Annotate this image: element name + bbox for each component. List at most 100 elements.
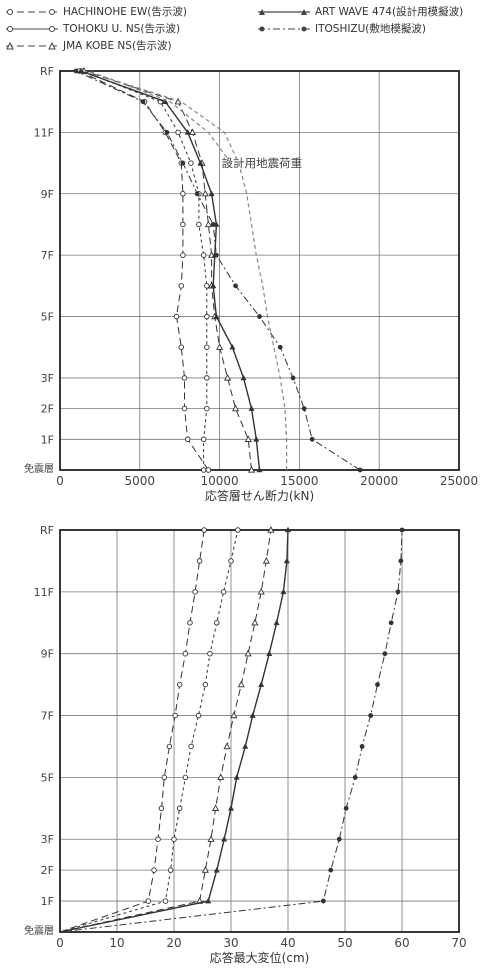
plot-frame <box>59 529 460 933</box>
x-tick-label: 25000 <box>440 474 478 488</box>
data-point <box>213 313 220 319</box>
data-point <box>188 743 194 750</box>
legend-item-tohoku: TOHOKU U. NS(告示波) <box>4 21 180 36</box>
data-point <box>204 405 210 412</box>
data-point <box>182 650 189 657</box>
data-point <box>182 774 189 781</box>
data-point <box>283 557 290 564</box>
data-point <box>204 283 210 289</box>
annotation: 設計用地震荷重 <box>222 156 303 170</box>
floor-label: 7F <box>41 249 54 262</box>
floor-label: 1F <box>41 895 54 908</box>
data-point <box>368 713 374 718</box>
data-point <box>180 221 186 228</box>
x-tick-label: 10 <box>109 936 124 950</box>
series-line <box>59 529 205 933</box>
data-point <box>257 314 262 319</box>
data-point <box>166 743 173 750</box>
shear-force-chart: 0 5000 10000 15000 20000 25000 免震層 1F 2F 3F 5F 7F 9F… <box>24 65 478 503</box>
series-line <box>75 70 361 471</box>
data-point <box>388 620 394 626</box>
data-point <box>280 588 287 595</box>
x-tick-label: 10000 <box>201 474 239 488</box>
series-line <box>59 529 272 933</box>
series-line <box>83 70 252 471</box>
data-point <box>343 805 349 811</box>
data-point <box>233 283 238 289</box>
data-point <box>202 681 209 688</box>
data-point <box>195 712 202 719</box>
data-point <box>208 190 215 197</box>
data-point <box>178 283 185 289</box>
data-point <box>201 189 209 197</box>
data-point <box>232 404 240 412</box>
x-tick-label: 0 <box>56 474 64 488</box>
data-point <box>395 589 401 595</box>
data-point <box>184 129 191 135</box>
data-point <box>230 711 238 719</box>
floor-label: RF <box>40 524 54 537</box>
data-point <box>249 712 256 718</box>
data-point <box>204 220 212 228</box>
data-point <box>145 898 152 904</box>
data-point <box>200 252 207 258</box>
data-point <box>309 436 315 442</box>
plot-frame <box>59 70 460 471</box>
floor-label: 2F <box>41 403 54 416</box>
data-point <box>164 129 170 135</box>
data-point <box>194 191 200 197</box>
data-point <box>181 405 188 412</box>
displacement-chart: 0 10 20 30 40 50 60 70 免震層 1F 2F 3F 5F 7F 9F 11F RF 応答最大変… <box>24 524 467 965</box>
data-point <box>285 526 291 533</box>
legend-label: ITOSHIZU(敷地模擬波) <box>315 23 427 35</box>
floor-label: 9F <box>41 188 54 201</box>
data-point <box>158 805 165 812</box>
series-line <box>78 70 209 471</box>
data-point <box>204 313 210 320</box>
floor-label: 5F <box>41 311 54 324</box>
legend-label: JMA KOBE NS(告示波) <box>63 40 172 52</box>
data-point <box>196 558 203 564</box>
data-point <box>176 681 183 688</box>
data-point <box>176 805 183 812</box>
data-point <box>251 618 259 626</box>
data-point <box>257 587 265 595</box>
data-point <box>336 836 342 842</box>
legend-item-hachinohe: HACHINOHE EW(告示波) <box>4 4 187 19</box>
floor-label: RF <box>40 65 54 78</box>
design-load-line <box>85 70 288 470</box>
data-point <box>161 774 168 781</box>
data-point <box>213 620 220 626</box>
data-point <box>151 867 157 873</box>
data-point <box>180 191 186 197</box>
data-point <box>223 742 231 750</box>
floor-label: 11F <box>34 126 54 139</box>
x-tick-label: 60 <box>394 936 409 950</box>
legend-line-icon <box>258 8 310 15</box>
floor-label: 免震層 <box>24 924 54 937</box>
data-point <box>196 221 202 228</box>
data-point <box>398 558 404 564</box>
x-tick-label: 50 <box>337 936 352 950</box>
data-point <box>210 282 217 289</box>
floor-label: 免震層 <box>24 462 54 475</box>
data-point <box>216 343 224 350</box>
x-tick-label: 40 <box>280 936 295 950</box>
data-point <box>301 406 307 412</box>
legend-line-icon <box>258 26 310 31</box>
data-point <box>171 836 177 842</box>
design-load-line <box>88 70 232 164</box>
series-line <box>82 70 208 470</box>
data-point <box>213 866 220 873</box>
series-line <box>59 529 289 933</box>
data-point <box>352 774 358 780</box>
data-point <box>217 773 225 781</box>
series-line <box>59 529 403 933</box>
data-point <box>207 650 213 657</box>
data-point <box>228 558 234 564</box>
data-point <box>220 589 227 595</box>
x-tick-label: 20 <box>166 936 181 950</box>
data-point <box>162 98 169 104</box>
data-point <box>181 375 188 381</box>
data-point <box>266 650 273 656</box>
